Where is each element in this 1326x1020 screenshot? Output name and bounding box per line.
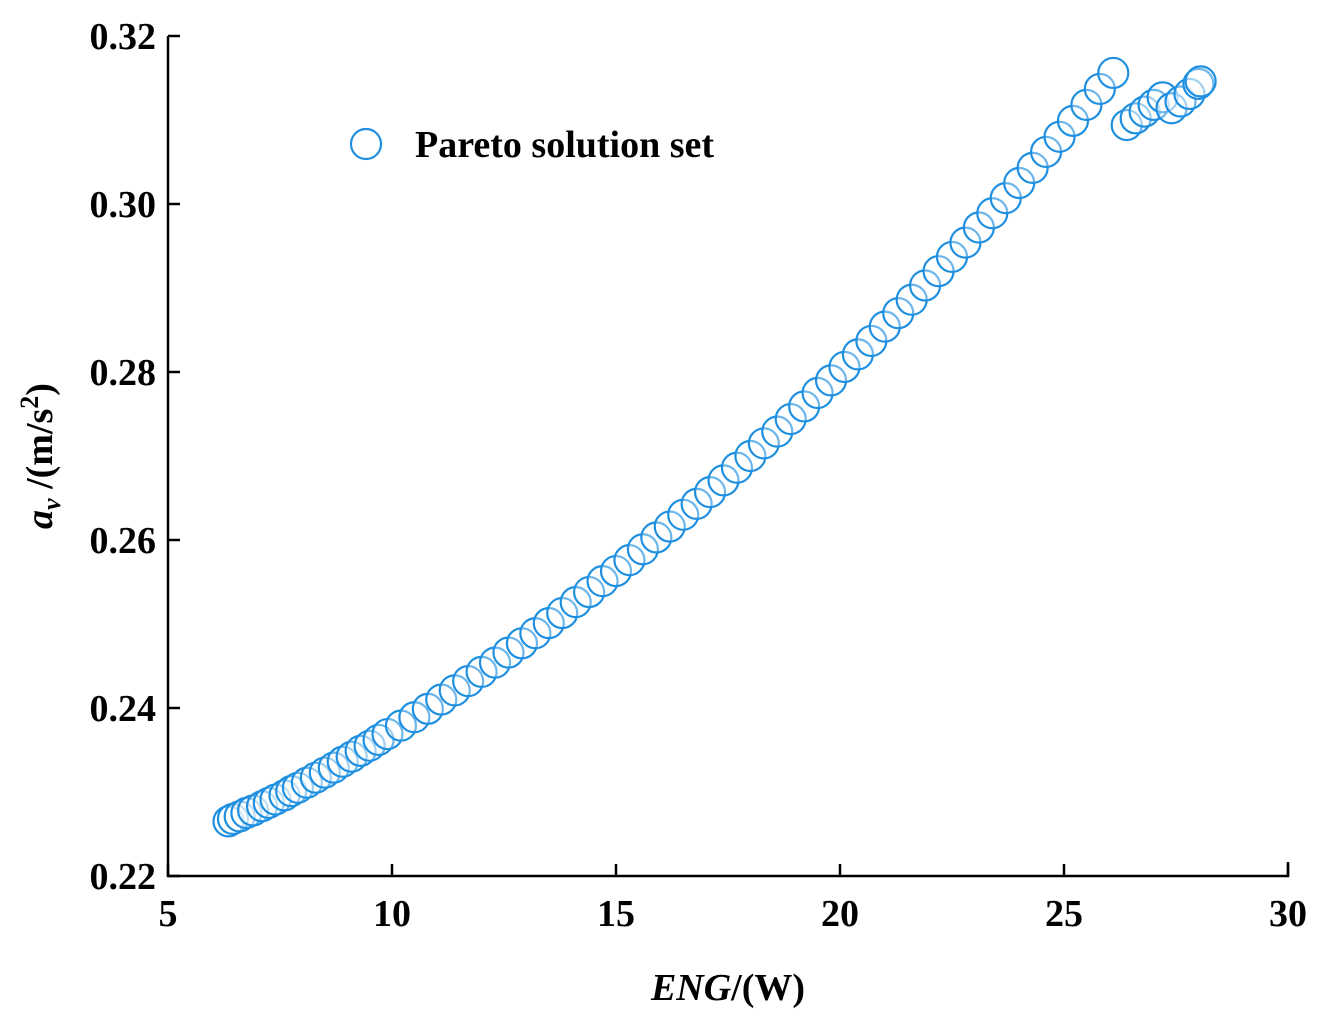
data-point bbox=[801, 376, 834, 410]
x-axis-title-symbol: ENG bbox=[650, 967, 732, 1009]
data-point bbox=[335, 740, 368, 773]
x-axis-ticks: 5 10 15 20 25 30 bbox=[159, 864, 1307, 935]
data-point bbox=[882, 297, 915, 330]
data-point bbox=[299, 761, 332, 794]
data-point bbox=[1173, 77, 1206, 111]
y-tick-label: 0.32 bbox=[90, 16, 157, 58]
y-axis-title-unit: /(m/s bbox=[19, 409, 61, 499]
x-tick-label: 25 bbox=[1045, 893, 1083, 935]
y-tick-label: 0.30 bbox=[90, 184, 157, 226]
data-point bbox=[680, 487, 713, 520]
data-point bbox=[761, 415, 794, 448]
data-point bbox=[707, 464, 740, 497]
x-tick-label: 30 bbox=[1269, 893, 1307, 935]
data-points bbox=[212, 56, 1217, 838]
data-point bbox=[281, 771, 315, 804]
x-tick-label: 5 bbox=[159, 893, 178, 935]
y-axis-title-superscript: 2 bbox=[15, 396, 44, 409]
x-tick-label: 20 bbox=[821, 893, 859, 935]
data-point bbox=[308, 756, 341, 789]
data-point bbox=[1184, 65, 1217, 98]
data-point bbox=[841, 338, 875, 371]
y-tick-label: 0.24 bbox=[90, 688, 157, 730]
y-tick-label: 0.28 bbox=[90, 352, 157, 394]
y-tick-label: 0.26 bbox=[90, 520, 157, 562]
data-point bbox=[814, 364, 848, 397]
y-tick-label: 0.22 bbox=[90, 856, 157, 898]
data-point bbox=[788, 390, 821, 423]
data-point bbox=[1097, 56, 1130, 90]
x-tick-label: 15 bbox=[597, 893, 635, 935]
y-axis-title-symbol: a bbox=[19, 510, 61, 529]
data-point bbox=[290, 766, 323, 799]
x-tick-label: 10 bbox=[373, 893, 411, 935]
data-point bbox=[734, 439, 767, 473]
data-point bbox=[353, 729, 386, 762]
data-point bbox=[344, 734, 377, 767]
x-axis-title-unit: /(W) bbox=[730, 967, 805, 1009]
data-point bbox=[828, 350, 861, 384]
x-axis-title: ENG/(W) bbox=[650, 967, 805, 1009]
data-point bbox=[326, 745, 359, 778]
y-axis-title: av /(m/s2) bbox=[15, 383, 66, 529]
legend: Pareto solution set bbox=[349, 124, 714, 166]
data-point bbox=[747, 427, 780, 460]
legend-marker-open-circle bbox=[349, 127, 383, 161]
y-axis-ticks: 0.22 0.24 0.26 0.28 0.30 0.32 bbox=[90, 16, 180, 898]
data-point bbox=[626, 533, 659, 566]
data-point bbox=[774, 402, 807, 436]
data-point bbox=[653, 510, 686, 543]
legend-label: Pareto solution set bbox=[415, 124, 714, 166]
data-point bbox=[720, 451, 754, 484]
data-point bbox=[868, 310, 901, 343]
y-axis-title-subscript: v bbox=[37, 498, 66, 510]
y-axis-title-close: ) bbox=[19, 383, 61, 396]
data-point bbox=[317, 751, 350, 784]
data-point bbox=[693, 476, 727, 509]
